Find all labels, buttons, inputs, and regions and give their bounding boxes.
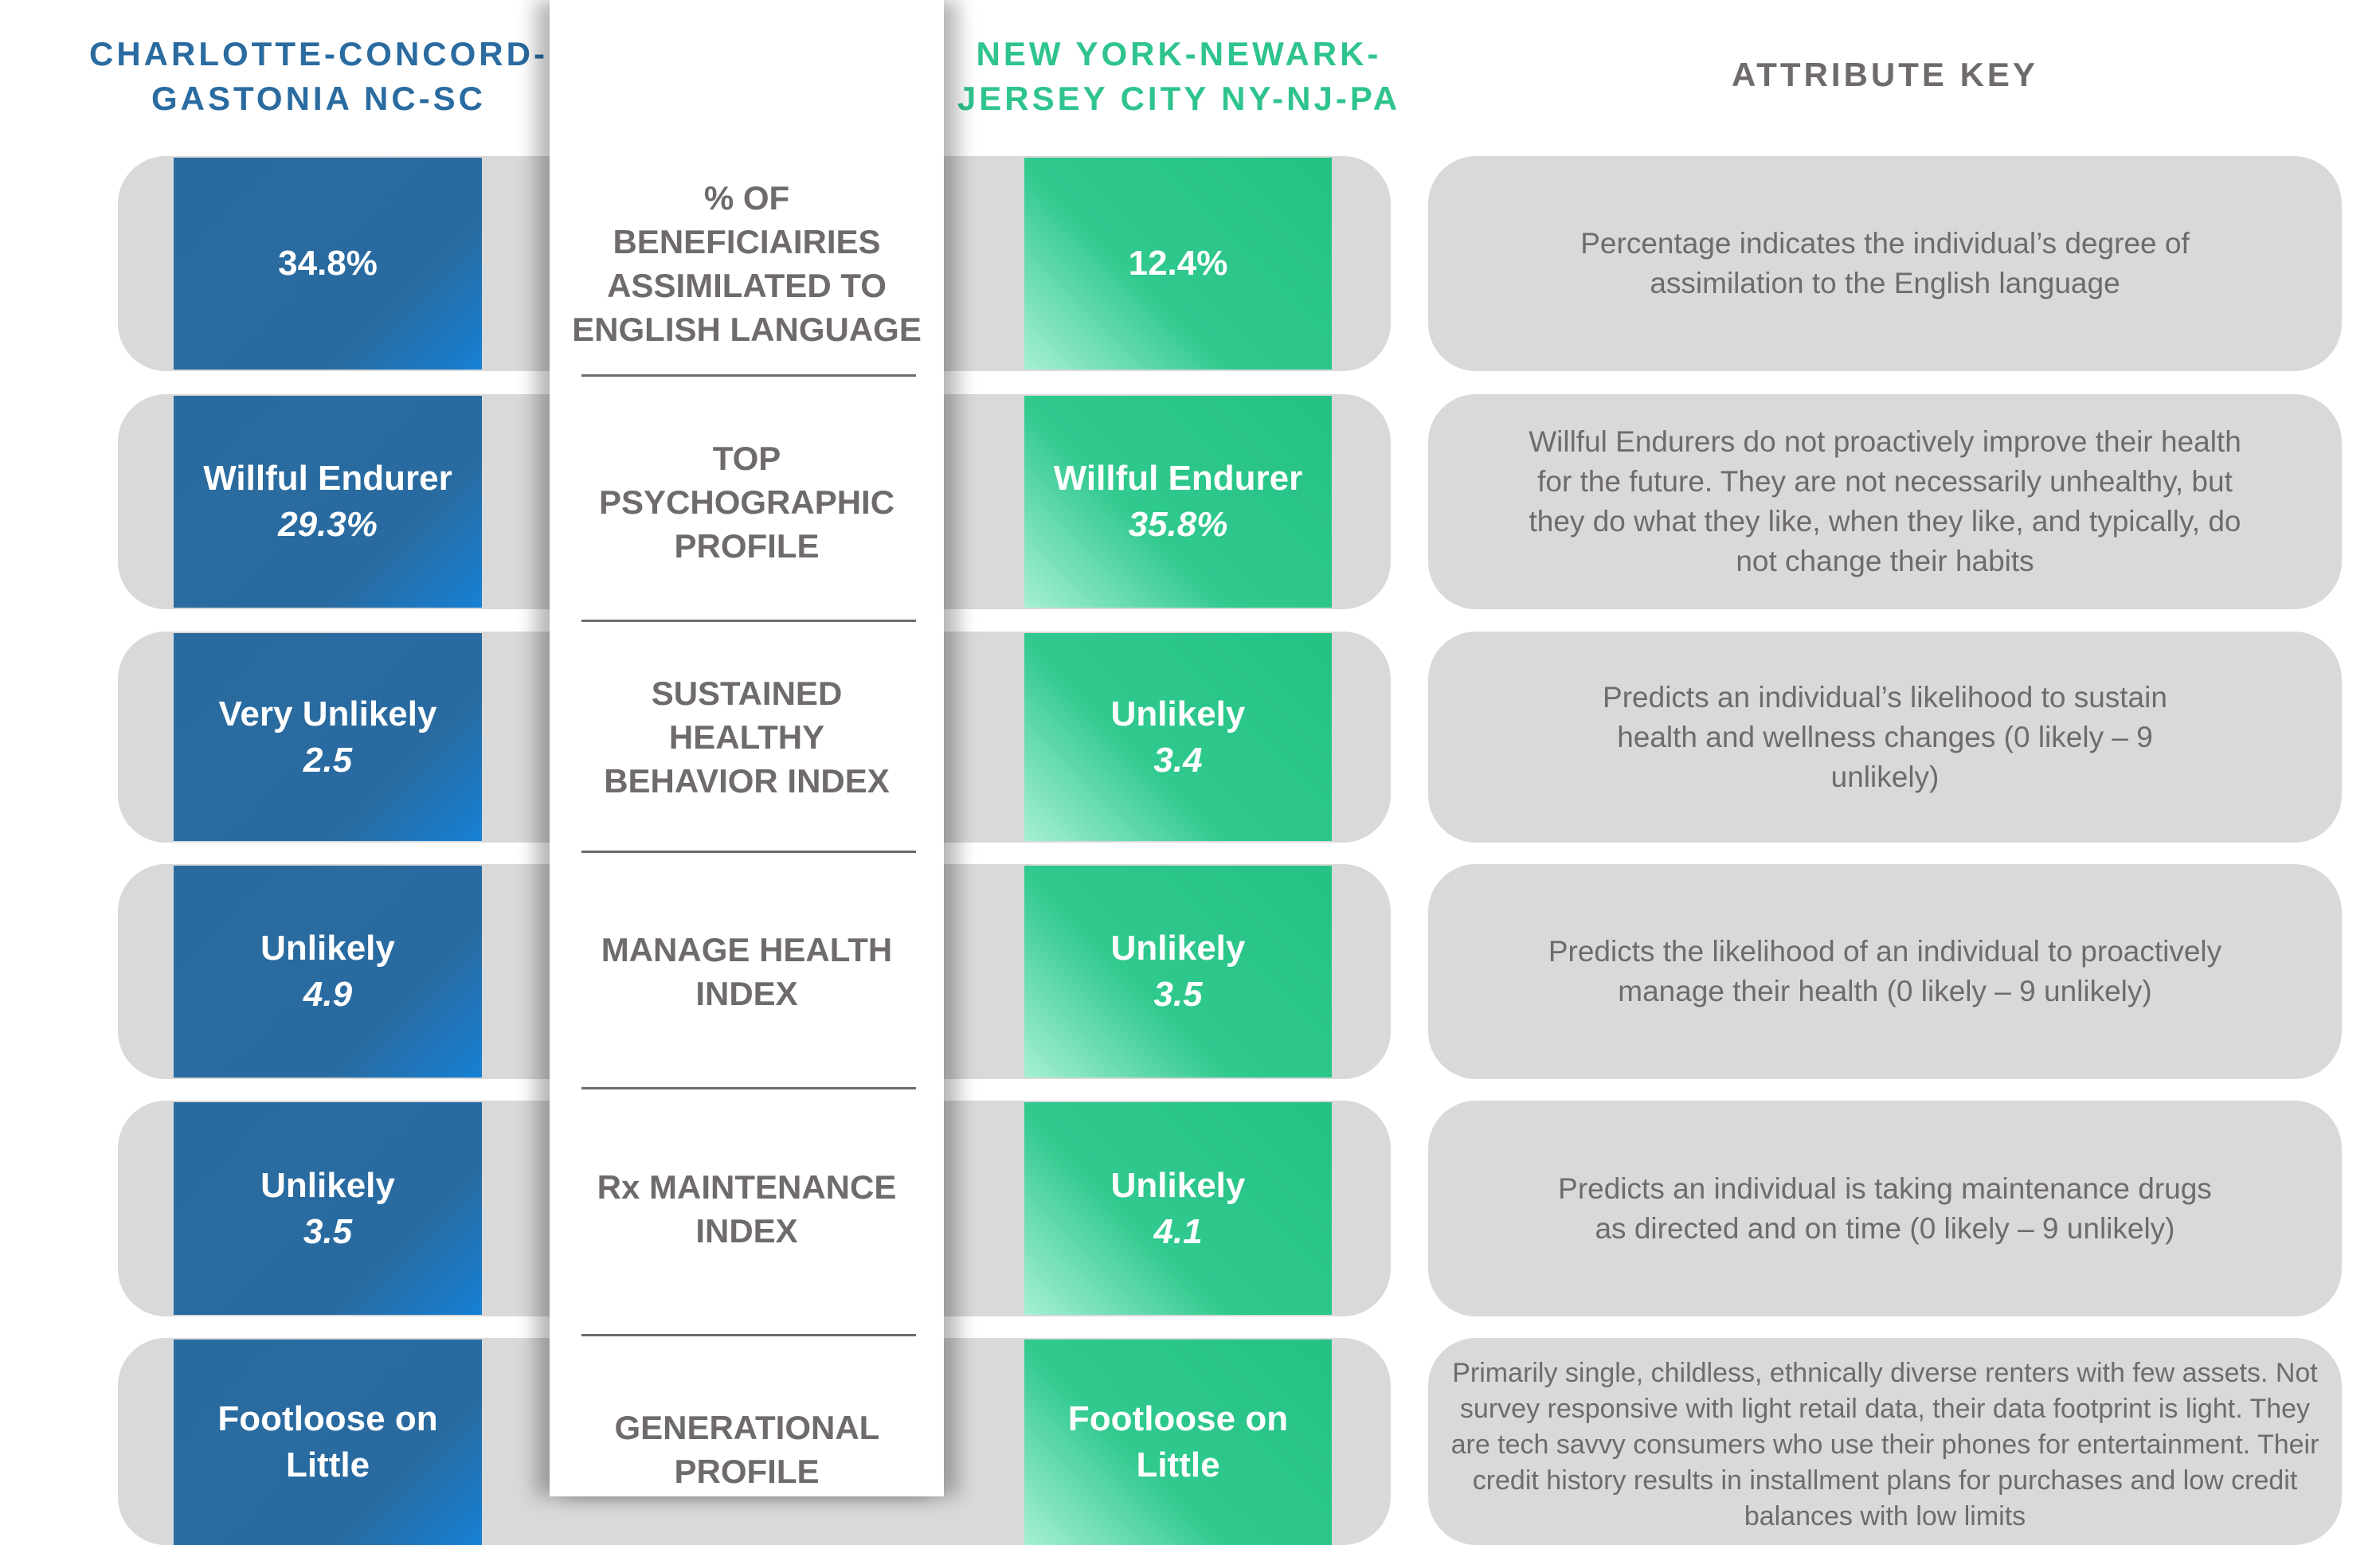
left-value-primary: Unlikely (260, 1165, 395, 1205)
left-value-cell: Unlikely 3.5 (174, 1102, 482, 1315)
label-divider (581, 620, 916, 622)
left-value-cell: Unlikely 4.9 (174, 866, 482, 1078)
left-value-secondary: 29.3% (278, 505, 378, 544)
left-value-secondary: 2.5 (303, 740, 353, 780)
key-text: Percentage indicates the individual’s de… (1580, 227, 2190, 299)
attribute-label: GENERATIONAL PROFILE (614, 1409, 880, 1490)
attribute-key-header: ATTRIBUTE KEY (1732, 56, 2038, 93)
right-region-header: NEW YORK-NEWARK-JERSEY CITY NY-NJ-PA (957, 35, 1401, 117)
attribute-key-description: Predicts an individual’s likelihood to s… (1428, 632, 2342, 843)
attribute-label: % OF BENEFICIAIRIES ASSIMILATED TO ENGLI… (572, 179, 922, 348)
key-text: Predicts an individual’s likelihood to s… (1603, 680, 2167, 793)
left-region-header: CHARLOTTE-CONCORD-GASTONIA NC-SC (89, 35, 548, 117)
right-value-cell: Unlikely 3.4 (1024, 633, 1332, 841)
key-text: Willful Endurers do not proactively impr… (1529, 425, 2241, 577)
key-text: Predicts the likelihood of an individual… (1548, 935, 2222, 1007)
key-text: Primarily single, childless, ethnically … (1450, 1358, 2319, 1531)
attribute-label-column (550, 0, 944, 1496)
left-value-cell: 34.8% (174, 158, 482, 370)
left-value-primary: Willful Endurer (203, 459, 452, 498)
right-value-cell: Willful Endurer 35.8% (1024, 396, 1332, 608)
key-text: Predicts an individual is taking mainten… (1558, 1171, 2212, 1245)
left-value-primary: Very Unlikely (218, 694, 437, 733)
right-value-primary: Footloose on Little (1067, 1399, 1289, 1484)
right-value-secondary: 3.5 (1153, 975, 1203, 1014)
left-value-cell: Very Unlikely 2.5 (174, 633, 482, 841)
attribute-key-description: Willful Endurers do not proactively impr… (1428, 394, 2342, 609)
label-divider (581, 851, 916, 853)
right-value-primary: Unlikely (1110, 1165, 1246, 1205)
label-divider (581, 1087, 916, 1089)
attribute-key-description: Predicts the likelihood of an individual… (1428, 864, 2342, 1079)
label-divider (581, 1334, 916, 1336)
left-value-secondary: 3.5 (303, 1211, 353, 1251)
attribute-label: SUSTAINED HEALTHY BEHAVIOR INDEX (604, 675, 890, 800)
attribute-key-description: Percentage indicates the individual’s de… (1428, 156, 2342, 371)
right-value-cell: Unlikely 3.5 (1024, 866, 1332, 1078)
left-value-primary: Unlikely (260, 929, 395, 968)
right-value-primary: Willful Endurer (1053, 459, 1303, 498)
attribute-label: TOP PSYCHOGRAPHIC PROFILE (598, 439, 895, 565)
label-divider (581, 374, 916, 377)
right-value-secondary: 35.8% (1128, 505, 1228, 544)
right-value-cell: 12.4% (1024, 158, 1332, 370)
left-value-secondary: 4.9 (303, 975, 353, 1014)
left-value-cell: Willful Endurer 29.3% (174, 396, 482, 608)
right-value-primary: Unlikely (1110, 929, 1246, 968)
right-value-primary: Unlikely (1110, 694, 1246, 733)
left-value-primary: Footloose on Little (217, 1399, 438, 1484)
right-value-cell: Unlikely 4.1 (1024, 1102, 1332, 1315)
attribute-key-description: Primarily single, childless, ethnically … (1428, 1338, 2342, 1545)
left-value-cell: Footloose on Little (174, 1340, 482, 1545)
right-value-primary: 12.4% (1128, 244, 1228, 283)
right-value-cell: Footloose on Little (1024, 1340, 1332, 1545)
right-value-secondary: 3.4 (1153, 740, 1203, 780)
right-value-secondary: 4.1 (1153, 1211, 1203, 1251)
attribute-label: Rx MAINTENANCE INDEX (597, 1168, 897, 1250)
attribute-label: MANAGE HEALTH INDEX (601, 931, 893, 1012)
attribute-key-description: Predicts an individual is taking mainten… (1428, 1101, 2342, 1316)
left-value-primary: 34.8% (278, 244, 378, 283)
